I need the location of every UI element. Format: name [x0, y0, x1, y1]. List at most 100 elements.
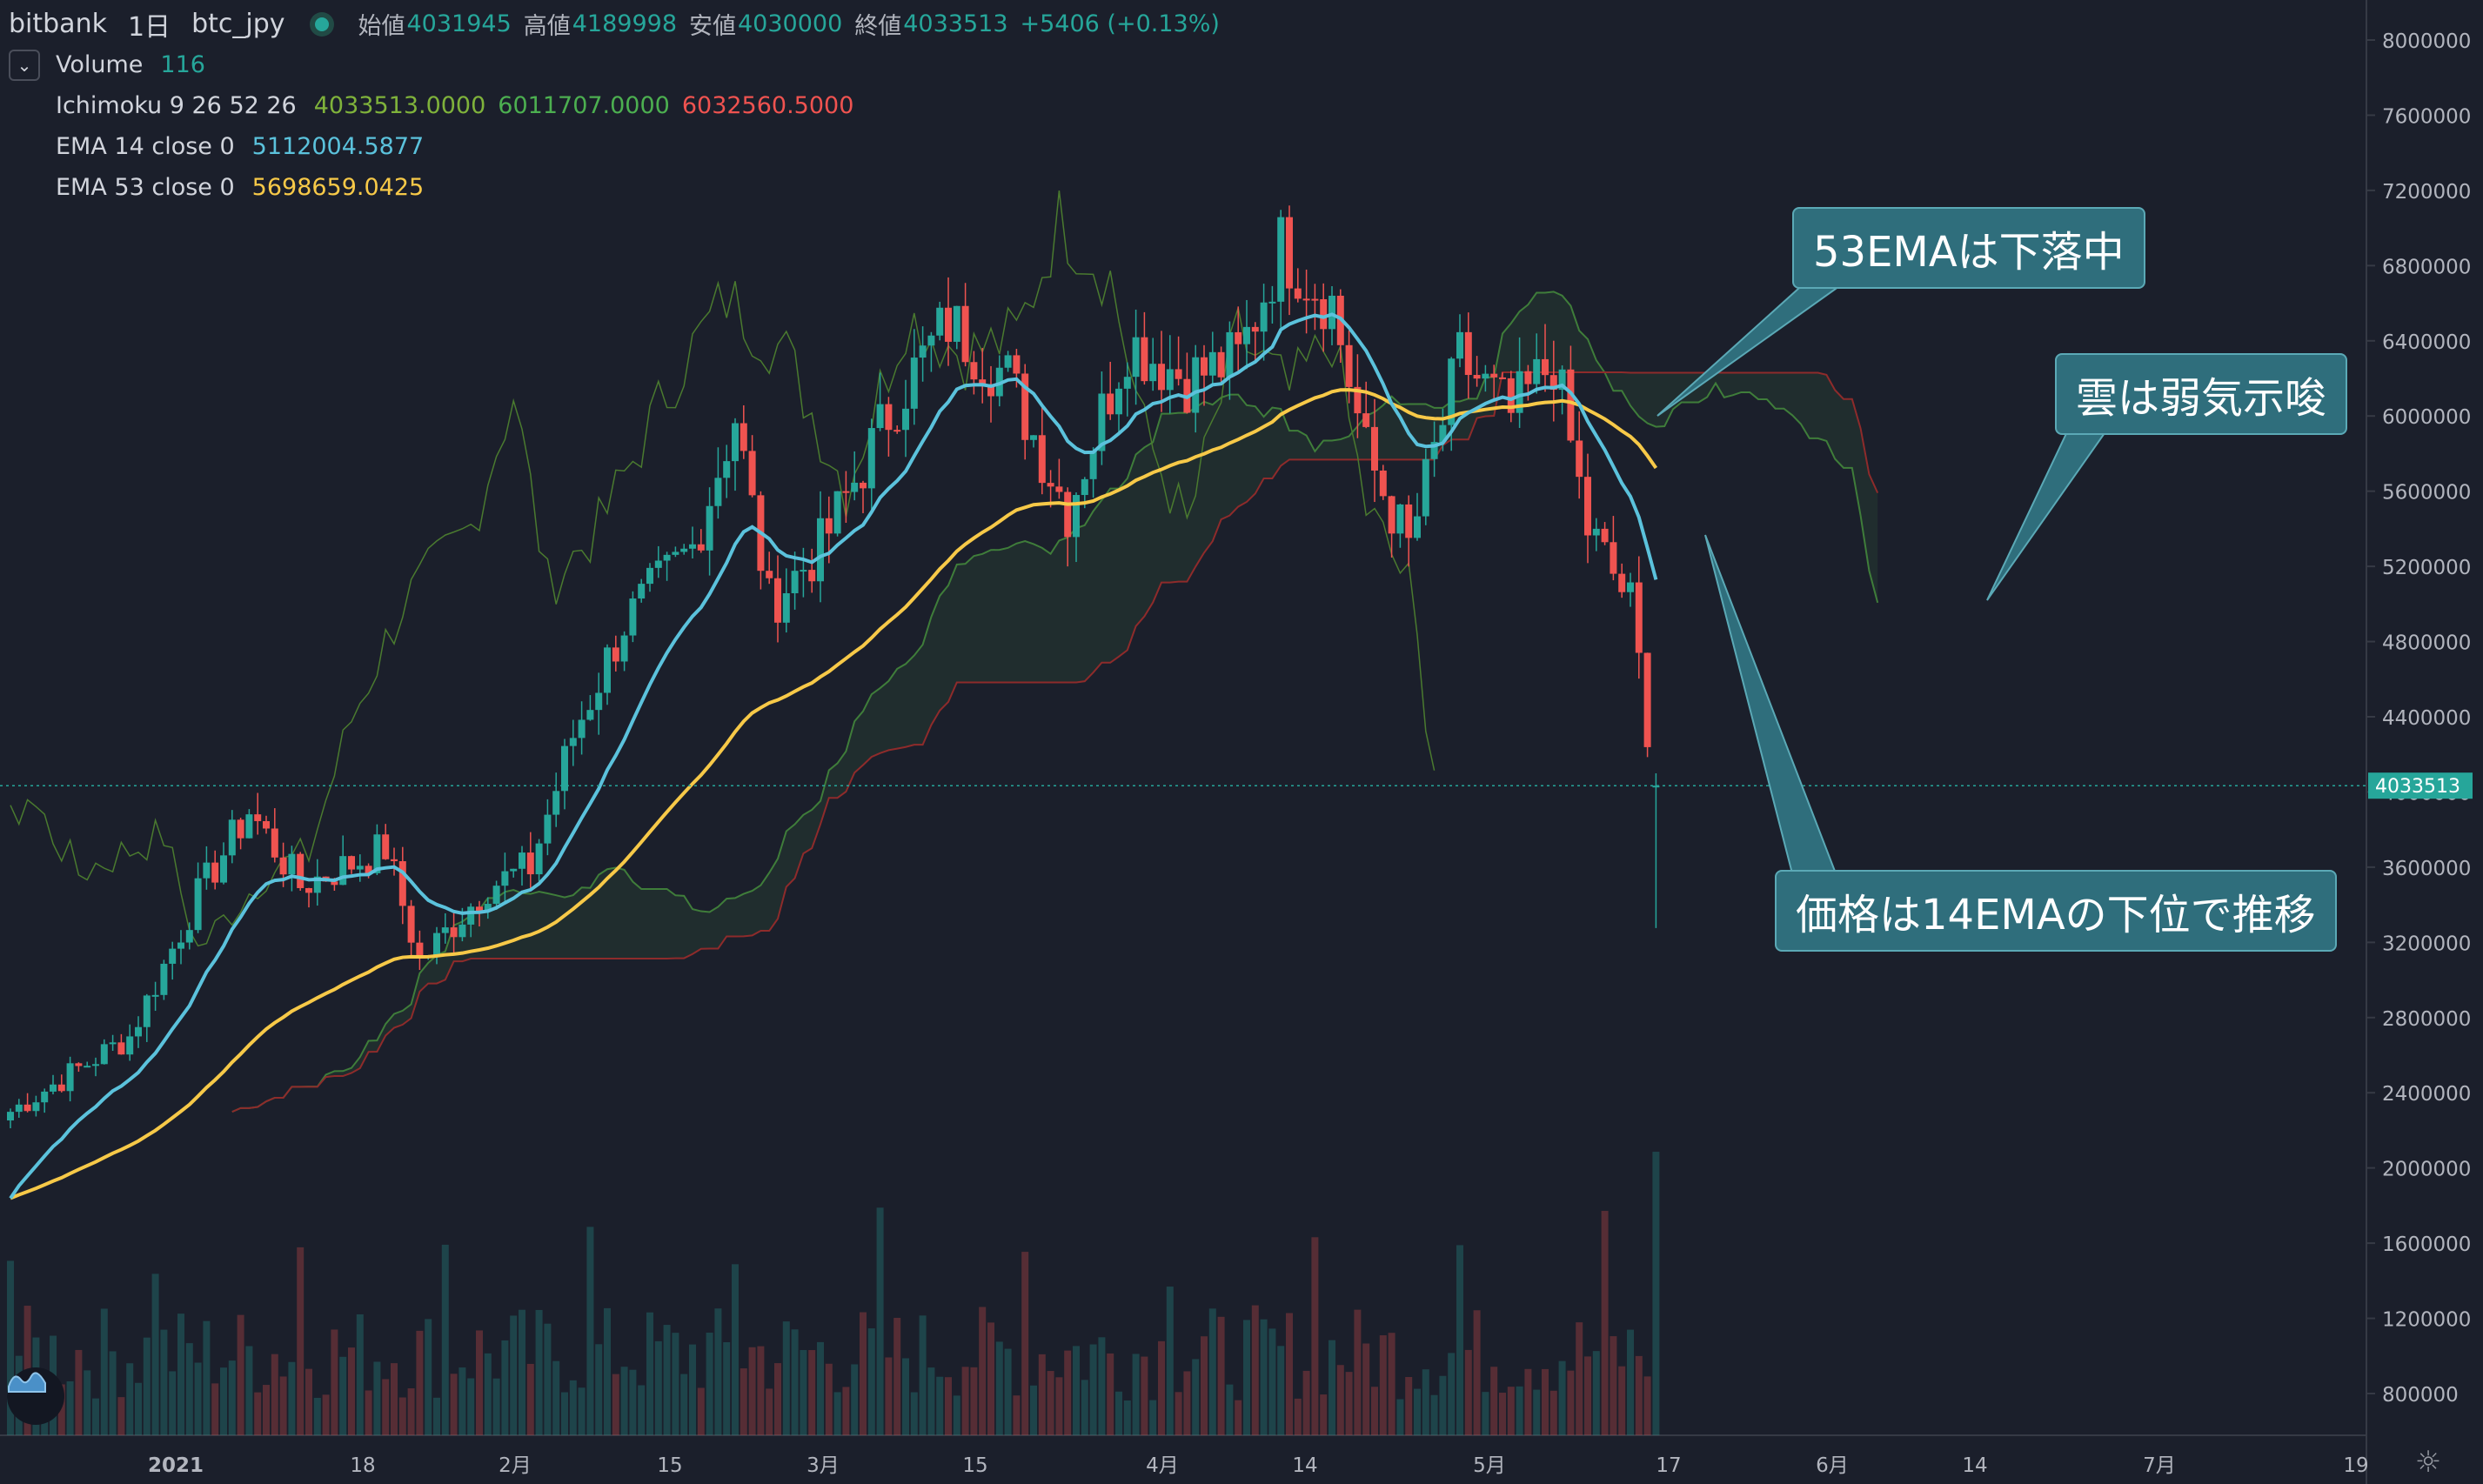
- y-tick-label: 6000000: [2382, 406, 2471, 429]
- candle-body: [220, 855, 227, 883]
- volume-bar: [271, 1354, 278, 1435]
- candle-body: [1021, 373, 1029, 440]
- candle-body: [1243, 326, 1250, 344]
- volume-bar: [1294, 1398, 1302, 1435]
- candle-body: [1064, 491, 1072, 538]
- ema53-legend[interactable]: EMA 53 close 0 5698659.0425: [56, 167, 1232, 208]
- volume-bar: [1217, 1316, 1225, 1435]
- candle-body: [800, 570, 807, 572]
- candle-body: [1277, 217, 1285, 302]
- legend: bitbank 1日 btc_jpy 始値 4031945 高値 4189998 安…: [9, 3, 1232, 208]
- symbol-header[interactable]: bitbank 1日 btc_jpy 始値 4031945 高値 4189998 安…: [9, 3, 1232, 44]
- candle-body: [953, 305, 960, 342]
- volume-bar: [1107, 1353, 1114, 1435]
- volume-bar: [501, 1340, 509, 1435]
- volume-bar: [1192, 1359, 1200, 1435]
- ichimoku-legend[interactable]: Ichimoku 9 26 52 26 4033513.0000 6011707…: [56, 85, 1232, 126]
- volume-bar: [1251, 1305, 1259, 1435]
- volume-bar: [1320, 1394, 1328, 1435]
- volume-bar: [1482, 1392, 1489, 1435]
- candle-body: [1201, 357, 1208, 376]
- candle-body: [313, 876, 321, 893]
- y-tick-label: 2400000: [2382, 1083, 2471, 1106]
- settings-gear-icon[interactable]: ☼: [2414, 1445, 2442, 1480]
- volume-bar: [1499, 1393, 1506, 1435]
- candle-body: [228, 819, 236, 856]
- volume-bar: [100, 1308, 108, 1435]
- annotation-cloud[interactable]: 雲は弱気示唆: [2055, 353, 2348, 435]
- volume-bar: [1268, 1328, 1276, 1435]
- candle-body: [1004, 355, 1012, 368]
- volume-bar: [1592, 1351, 1600, 1435]
- annotation-ema53[interactable]: 53EMAは下落中: [1792, 207, 2145, 289]
- candle-body: [860, 482, 867, 489]
- volume-bar: [476, 1330, 483, 1435]
- volume-bar: [254, 1392, 262, 1435]
- symbol-name: btc_jpy: [191, 9, 285, 39]
- x-tick-label: 14: [1962, 1454, 1987, 1477]
- volume-bar: [1354, 1309, 1362, 1435]
- candle-body: [1345, 344, 1353, 387]
- candle-body: [604, 647, 611, 693]
- volume-bar: [1405, 1377, 1413, 1435]
- volume-bar: [1038, 1354, 1046, 1435]
- volume-bar: [1286, 1313, 1293, 1435]
- candle-body: [697, 544, 705, 551]
- candle-body: [185, 930, 193, 943]
- volume-bar: [1166, 1287, 1174, 1435]
- candle-body: [1132, 337, 1140, 378]
- annotation-price[interactable]: 価格は14EMAの下位で推移: [1775, 870, 2337, 952]
- volume-bar: [492, 1378, 500, 1435]
- volume-bar: [680, 1374, 688, 1435]
- close-label: 終値: [854, 13, 902, 40]
- volume-bar: [160, 1329, 168, 1435]
- x-tick-label: 3月: [806, 1454, 840, 1477]
- candle-body: [1311, 298, 1319, 301]
- volume-bar: [995, 1341, 1003, 1435]
- candle-body: [1055, 486, 1063, 492]
- volume-bar: [1021, 1252, 1029, 1435]
- candle-body: [544, 814, 552, 844]
- volume-bar: [1388, 1333, 1395, 1435]
- x-tick-label: 7月: [2143, 1454, 2176, 1477]
- volume-bar: [57, 1384, 65, 1435]
- volume-bar: [382, 1379, 390, 1435]
- volume-bar: [1004, 1348, 1012, 1435]
- ichimoku-cloud: [231, 291, 1878, 1113]
- volume-bar: [629, 1369, 637, 1435]
- candle-body: [586, 710, 594, 720]
- volume-bar: [1183, 1371, 1191, 1435]
- candle-body: [732, 423, 739, 462]
- y-tick-label: 8000000: [2382, 30, 2471, 53]
- volume-bar: [706, 1333, 713, 1435]
- volume-bar: [1226, 1384, 1234, 1435]
- price-axis-panel: [2366, 0, 2483, 1484]
- change-value: +5406 (+0.13%): [1020, 10, 1220, 37]
- candle-body: [714, 478, 722, 506]
- candle-body: [552, 791, 560, 815]
- volume-bar: [697, 1387, 705, 1435]
- volume-bar: [1396, 1399, 1404, 1435]
- y-tick-label: 6800000: [2382, 256, 2471, 278]
- candle-body: [331, 881, 338, 886]
- candle-body: [1542, 358, 1549, 376]
- tradingview-logo-icon[interactable]: [7, 1367, 64, 1425]
- candle-body: [1141, 337, 1148, 382]
- volume-legend[interactable]: ⌄ Volume 116: [9, 44, 1232, 85]
- candle-body: [23, 1104, 31, 1112]
- ema14-legend[interactable]: EMA 14 close 0 5112004.5877: [56, 126, 1232, 167]
- volume-bar: [604, 1307, 611, 1435]
- volume-value: 116: [160, 51, 205, 78]
- y-tick-label: 6400000: [2382, 331, 2471, 354]
- candle-body: [305, 887, 312, 893]
- candle-body: [297, 853, 305, 888]
- volume-bar: [979, 1307, 987, 1435]
- candle-body: [1235, 331, 1242, 344]
- volume-bar: [510, 1315, 518, 1435]
- y-tick-label: 5600000: [2382, 482, 2471, 505]
- chevron-down-icon[interactable]: ⌄: [9, 49, 40, 81]
- volume-bar: [1132, 1354, 1140, 1435]
- candle-body: [1524, 371, 1532, 384]
